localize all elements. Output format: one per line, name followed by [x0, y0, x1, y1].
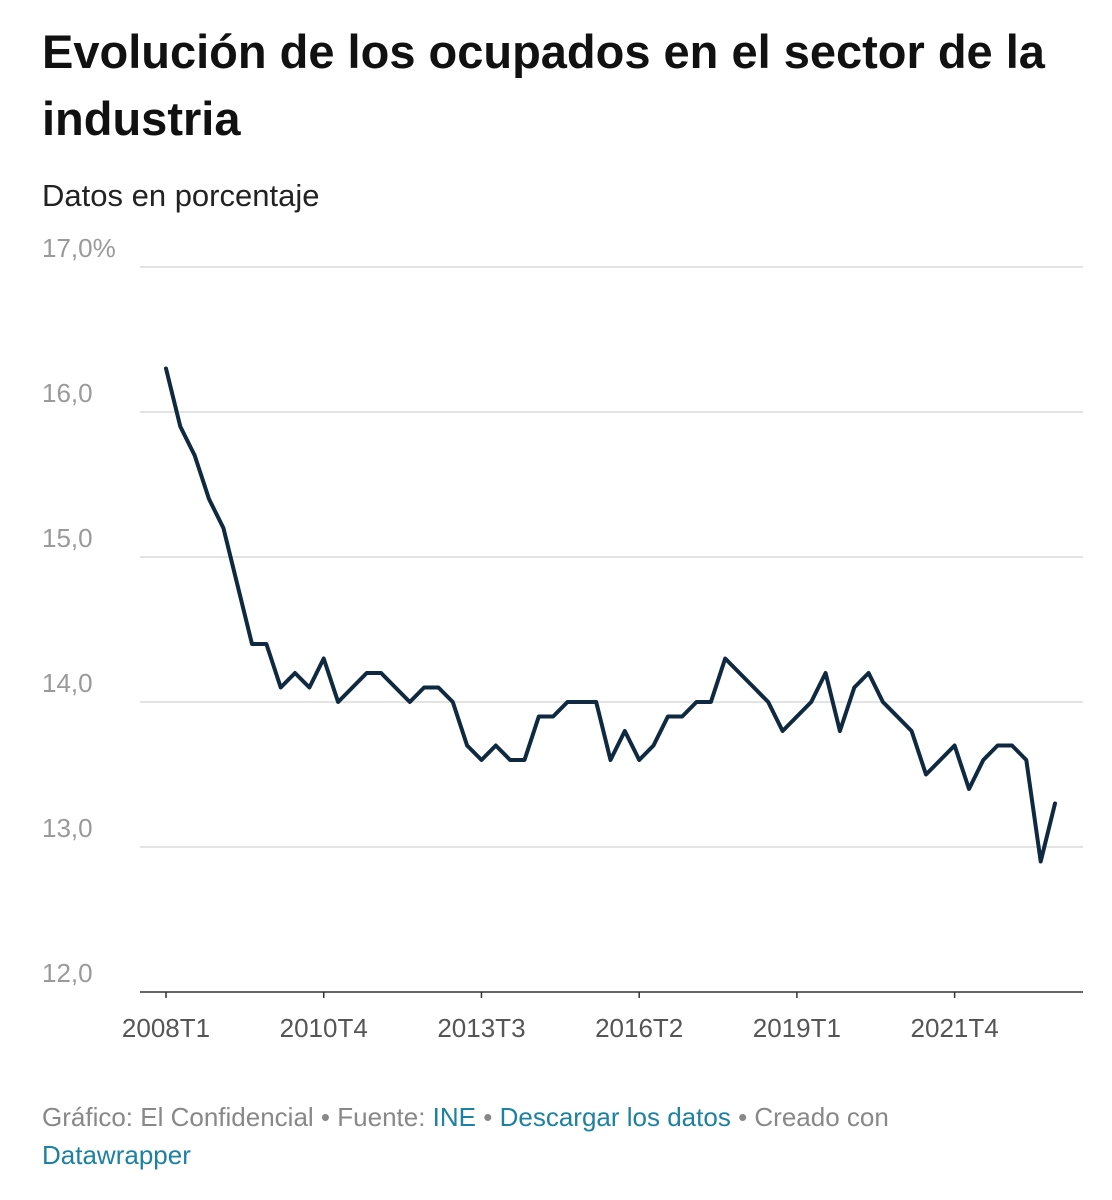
- chart-subtitle: Datos en porcentaje: [42, 178, 320, 213]
- download-link[interactable]: Descargar los datos: [499, 1102, 731, 1132]
- x-tick-label: 2021T4: [911, 1013, 999, 1043]
- x-tick-label: 2019T1: [753, 1013, 841, 1043]
- separator: •: [320, 1102, 331, 1132]
- line-series: [164, 366, 1057, 864]
- x-tick-label: 2010T4: [280, 1013, 368, 1043]
- separator: •: [483, 1102, 493, 1132]
- x-tick-label: 2008T1: [122, 1013, 210, 1043]
- tool-link[interactable]: Datawrapper: [42, 1140, 191, 1170]
- x-tick-label: 2013T3: [437, 1013, 525, 1043]
- source-label: Fuente:: [337, 1102, 426, 1132]
- footer: Gráfico: El Confidencial • Fuente: INE •…: [42, 1098, 1042, 1174]
- x-tick-label: 2016T2: [595, 1013, 683, 1043]
- y-tick-label: 15,0: [42, 523, 93, 553]
- chart: 12,0 13,0 14,0 15,0 16,0 17,0% 2008T1 2010T4 201…: [42, 233, 1083, 1043]
- made-with: Creado con: [754, 1102, 889, 1132]
- y-tick-label: 16,0: [42, 378, 93, 408]
- y-tick-label: 14,0: [42, 668, 93, 698]
- source-link[interactable]: INE: [432, 1102, 477, 1132]
- credit: Gráfico: El Confidencial: [42, 1102, 314, 1132]
- chart-title: Evolución de los ocupados en el sector d…: [42, 25, 1045, 145]
- y-tick-label: 12,0: [42, 958, 93, 988]
- y-tick-label: 13,0: [42, 813, 93, 843]
- y-tick-label: 17,0%: [42, 233, 116, 263]
- separator: •: [738, 1102, 748, 1132]
